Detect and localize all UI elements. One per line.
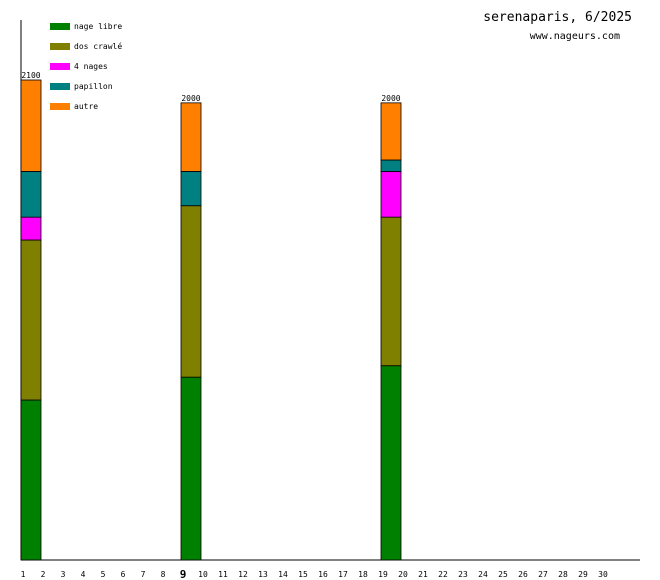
bar-segment-day9-nage-libre [180, 376, 202, 561]
x-tick-label-9: 9 [180, 568, 187, 580]
x-tick-label-1: 1 [21, 570, 26, 579]
bar-segment-day1-papillon [20, 171, 42, 218]
x-tick-label-8: 8 [161, 570, 166, 579]
x-tick-label-23: 23 [458, 570, 468, 579]
bar-segment-day19-papillon [380, 159, 402, 172]
x-tick-label-11: 11 [218, 570, 228, 579]
x-tick-label-7: 7 [141, 570, 146, 579]
x-tick-label-12: 12 [238, 570, 248, 579]
x-tick-label-30: 30 [598, 570, 608, 579]
x-tick-label-25: 25 [498, 570, 508, 579]
x-tick-label-6: 6 [121, 570, 126, 579]
legend-item-papillon: papillon [50, 76, 122, 96]
bar-segment-day19-nage-libre [380, 365, 402, 561]
legend-item-nage-libre: nage libre [50, 16, 122, 36]
x-tick-label-15: 15 [298, 570, 308, 579]
x-tick-label-26: 26 [518, 570, 528, 579]
legend-label-nage-libre: nage libre [74, 21, 123, 31]
legend-label-papillon: papillon [74, 81, 113, 91]
bar-segment-day9-dos-crawlé [180, 205, 202, 378]
x-tick-label-22: 22 [438, 570, 448, 579]
x-tick-label-4: 4 [81, 570, 86, 579]
bar-total-label-day19: 2000 [381, 94, 400, 103]
x-tick-label-13: 13 [258, 570, 268, 579]
bar-segment-day1-4-nages [20, 216, 42, 241]
bar-total-label-day1: 2100 [21, 71, 40, 80]
x-tick-label-10: 10 [198, 570, 208, 579]
legend-label-dos-crawle: dos crawlé [74, 41, 123, 51]
bar-segment-day1-dos-crawlé [20, 239, 42, 401]
legend-swatch-autre [50, 102, 70, 110]
bar-segment-day19-4-nages [380, 171, 402, 218]
legend-item-dos-crawle: dos crawlé [50, 36, 122, 56]
legend-label-autre: autre [74, 101, 99, 111]
x-tick-label-18: 18 [358, 570, 368, 579]
legend-swatch-4-nages [50, 62, 70, 70]
legend-swatch-dos-crawle [50, 42, 70, 50]
bar-segment-day19-dos-crawlé [380, 216, 402, 367]
x-tick-label-19: 19 [378, 570, 388, 579]
legend-swatch-papillon [50, 82, 70, 90]
bar-total-label-day9: 2000 [181, 94, 200, 103]
legend: nage libre dos crawlé 4 nages papillon a… [50, 16, 122, 116]
x-tick-label-17: 17 [338, 570, 348, 579]
x-tick-label-21: 21 [418, 570, 428, 579]
x-tick-label-24: 24 [478, 570, 488, 579]
bar-segment-day9-papillon [180, 171, 202, 207]
bar-segment-day19-autre [380, 102, 402, 161]
chart-title: serenaparis, 6/2025 [483, 10, 632, 25]
bar-segment-day1-nage-libre [20, 399, 42, 561]
x-tick-label-27: 27 [538, 570, 548, 579]
bar-segment-day1-autre [20, 79, 42, 172]
legend-item-autre: autre [50, 96, 122, 116]
chart-subtitle: www.nageurs.com [529, 31, 620, 42]
bar-segment-day9-autre [180, 102, 202, 172]
legend-label-4-nages: 4 nages [74, 61, 108, 71]
legend-item-4-nages: 4 nages [50, 56, 122, 76]
x-tick-label-16: 16 [318, 570, 328, 579]
x-tick-label-28: 28 [558, 570, 568, 579]
x-tick-label-5: 5 [101, 570, 106, 579]
x-tick-label-29: 29 [578, 570, 588, 579]
x-tick-label-20: 20 [398, 570, 408, 579]
legend-swatch-nage-libre [50, 22, 70, 30]
x-tick-label-3: 3 [61, 570, 66, 579]
x-tick-label-14: 14 [278, 570, 288, 579]
x-tick-label-2: 2 [41, 570, 46, 579]
